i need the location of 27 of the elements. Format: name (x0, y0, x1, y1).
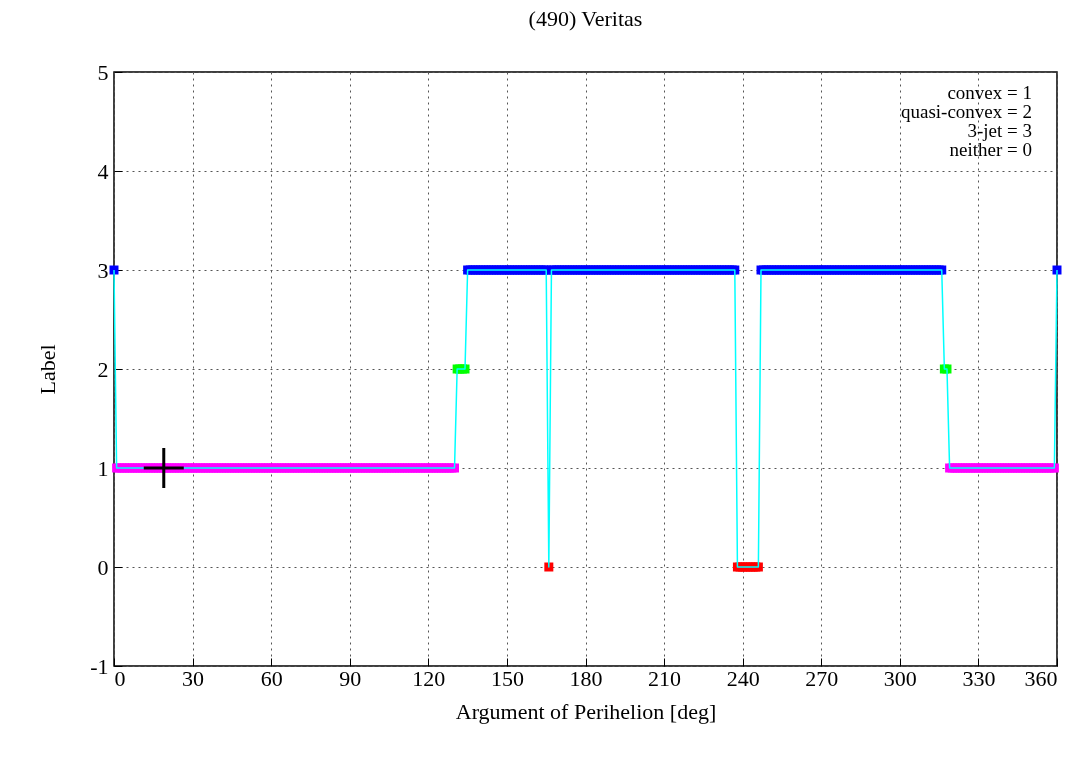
x-tick-label: 330 (962, 665, 996, 691)
x-tick-label: 60 (260, 665, 283, 691)
x-tick-label: 90 (339, 665, 362, 691)
y-tick-label: 0 (97, 554, 109, 580)
y-tick-label: 5 (97, 59, 109, 85)
x-tick-label: 270 (805, 665, 839, 691)
y-tick-label: -1 (90, 653, 109, 679)
x-tick-label: 120 (412, 665, 446, 691)
x-tick-label: 240 (726, 665, 760, 691)
x-tick-label: 180 (569, 665, 603, 691)
annotation: 3-jet = 3 (967, 120, 1032, 141)
chart-title: (490) Veritas (528, 6, 643, 31)
y-axis-title: Label (35, 344, 61, 395)
x-tick-label: 210 (648, 665, 682, 691)
x-tick-label: 150 (490, 665, 524, 691)
y-tick-label: 1 (97, 455, 109, 481)
x-tick-label: 360 (1024, 665, 1058, 691)
y-tick-label: 4 (97, 158, 109, 184)
x-tick-label: 30 (182, 665, 205, 691)
annotation: quasi-convex = 2 (900, 101, 1032, 122)
x-tick-label: 300 (883, 665, 917, 691)
x-axis-title: Argument of Perihelion [deg] (455, 698, 717, 724)
point (143, 448, 184, 488)
y-tick-label: 3 (97, 257, 109, 283)
annotation: convex = 1 (947, 82, 1032, 103)
x-tick-label: 0 (114, 665, 126, 691)
y-tick-label: 2 (97, 356, 109, 382)
